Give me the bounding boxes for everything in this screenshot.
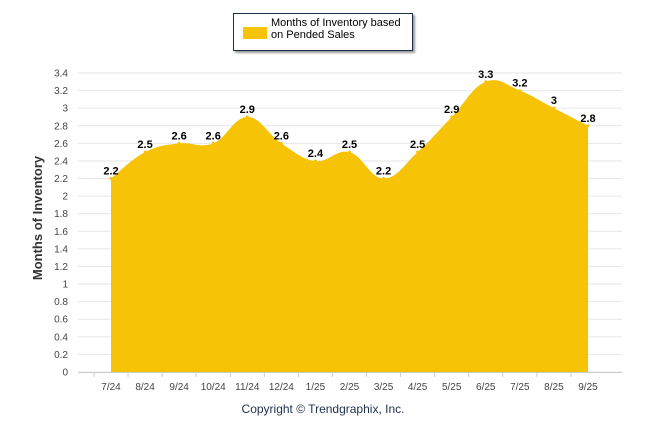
y-tick-label: 2.4: [54, 156, 68, 167]
legend: Months of Inventory based on Pended Sales: [233, 13, 413, 51]
data-point: [552, 106, 556, 110]
data-point: [518, 89, 522, 93]
y-tick-label: 1: [62, 280, 68, 291]
legend-label-line1: Months of Inventory based: [271, 17, 401, 29]
data-label: 2.6: [274, 130, 289, 142]
data-point: [586, 124, 590, 128]
data-label: 2.2: [103, 166, 118, 178]
data-point: [279, 141, 283, 145]
x-tick-labels: 7/24 8/24 9/24 10/24 11/24 12/24 1/25 2/25 3/25 4…: [101, 382, 598, 393]
data-point: [143, 150, 147, 154]
x-tick-label: 1/25: [306, 382, 326, 393]
data-label: 2.6: [171, 130, 186, 142]
y-tick-label: 1.4: [54, 244, 68, 255]
data-label: 2.4: [308, 148, 324, 160]
x-tick-label: 4/25: [408, 382, 428, 393]
data-label: 2.2: [376, 166, 391, 178]
data-labels: 2.2 2.5 2.6 2.6 2.9 2.6 2.4 2.5 2.2 2.5 2.9 3.3 3.2 3…: [103, 69, 595, 178]
x-tick-label: 3/25: [374, 382, 394, 393]
area-series: [109, 80, 590, 373]
x-tick-label: 9/25: [578, 382, 598, 393]
data-label: 3.2: [512, 78, 527, 90]
y-tick-label: 3: [62, 104, 68, 115]
y-tick-label: 1.8: [54, 209, 68, 220]
x-tick-label: 7/25: [510, 382, 530, 393]
legend-swatch: [243, 27, 267, 39]
y-tick-label: 0.6: [54, 315, 68, 326]
data-label: 3.3: [478, 69, 493, 81]
y-tick-labels: 0 0.2 0.4 0.6 0.8 1 1.2 1.4 1.6 1.8 2 2.2 2.4 2.6 2.8 3…: [54, 69, 68, 379]
x-tick-label: 11/24: [235, 382, 260, 393]
y-tick-label: 1.6: [54, 227, 68, 238]
y-tick-label: 2.2: [54, 174, 68, 185]
y-tick-label: 0.4: [54, 332, 68, 343]
data-point: [416, 150, 420, 154]
x-tick-label: 8/24: [135, 382, 155, 393]
data-label: 3: [551, 95, 557, 107]
y-tick-label: 3.2: [54, 86, 68, 97]
x-tick-label: 8/25: [544, 382, 564, 393]
data-point: [245, 115, 249, 119]
data-point: [211, 141, 215, 145]
copyright: Copyright © Trendgraphix, Inc.: [241, 402, 405, 416]
data-point: [484, 80, 488, 84]
data-label: 2.9: [240, 104, 255, 116]
x-tick-label: 2/25: [340, 382, 360, 393]
y-tick-label: 0: [62, 368, 68, 379]
x-tick-label: 10/24: [201, 382, 226, 393]
y-tick-label: 2: [62, 192, 68, 203]
y-tick-label: 1.2: [54, 262, 68, 273]
data-point: [347, 150, 351, 154]
data-label: 2.5: [137, 139, 152, 151]
y-tick-label: 2.6: [54, 139, 68, 150]
x-tick-label: 9/24: [169, 382, 189, 393]
y-tick-label: 0.8: [54, 297, 68, 308]
data-point: [109, 177, 113, 181]
legend-label-line2: on Pended Sales: [271, 29, 355, 41]
data-point: [313, 159, 317, 163]
data-point: [382, 177, 386, 181]
y-tick-label: 3.4: [54, 69, 68, 80]
data-label: 2.5: [410, 139, 425, 151]
x-tick-label: 5/25: [442, 382, 462, 393]
data-label: 2.8: [580, 113, 595, 125]
area-fill: [111, 80, 588, 373]
data-label: 2.5: [342, 139, 357, 151]
x-tick-label: 12/24: [269, 382, 294, 393]
x-tick-label: 6/25: [476, 382, 496, 393]
x-tick-label: 7/24: [101, 382, 121, 393]
data-point: [450, 115, 454, 119]
y-tick-label: 2.8: [54, 121, 68, 132]
data-point: [177, 141, 181, 145]
data-label: 2.6: [206, 130, 221, 142]
y-axis-title: Months of Inventory: [30, 155, 45, 280]
y-tick-label: 0.2: [54, 350, 68, 361]
data-label: 2.9: [444, 104, 459, 116]
